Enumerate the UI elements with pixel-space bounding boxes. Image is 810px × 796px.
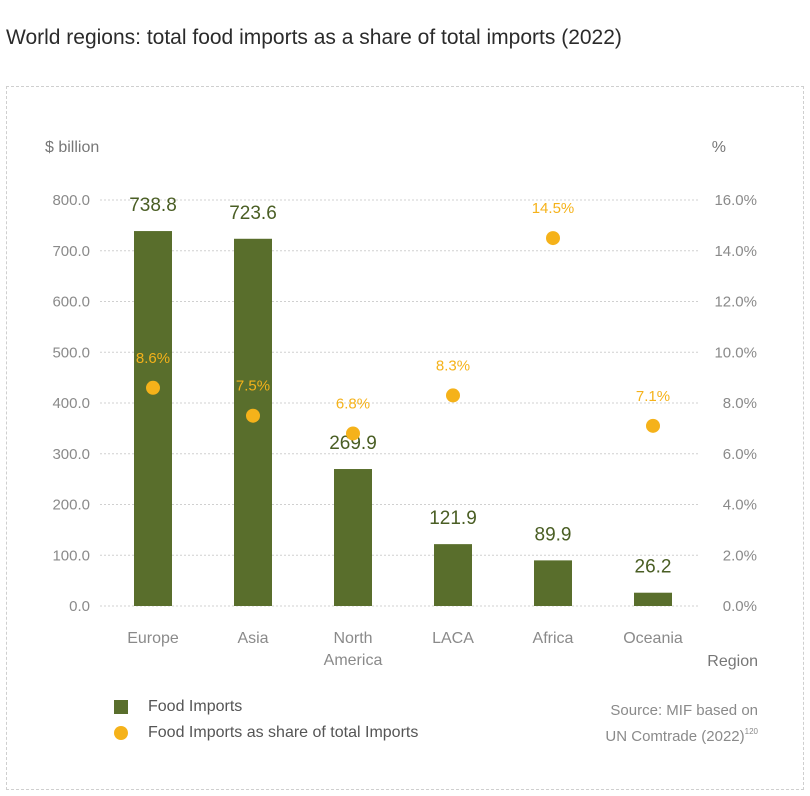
bar [434, 544, 472, 606]
y-right-tick-label: 10.0% [714, 344, 757, 361]
y-left-tick-label: 200.0 [52, 497, 90, 514]
bar-value-label: 723.6 [229, 203, 277, 224]
x-tick-label: Oceania [623, 630, 683, 647]
bar-value-label: 89.9 [535, 524, 572, 545]
y-left-tick-label: 700.0 [52, 243, 90, 260]
share-value-label: 8.6% [136, 350, 170, 367]
y-left-tick-label: 500.0 [52, 344, 90, 361]
share-value-label: 7.1% [636, 388, 670, 405]
bar-value-label: 121.9 [429, 508, 477, 529]
x-tick-label: Asia [237, 630, 268, 647]
chart-svg: 0.0 100.0 200.0 300.0 400.0 500.0 600.0 700.0 80… [45, 139, 758, 670]
y-right-tick-label: 2.0% [723, 547, 757, 564]
source-note: Source: MIF based on UN Comtrade (2022)1… [605, 700, 758, 747]
bar-value-label: 269.9 [329, 433, 377, 454]
y-left-tick-label: 0.0 [69, 598, 90, 615]
share-dot [446, 388, 460, 403]
chart-frame [6, 86, 804, 790]
share-dot [246, 408, 260, 423]
y-right-tick-label: 12.0% [714, 294, 757, 311]
y-left-axis-label: $ billion [45, 139, 99, 156]
bar-value-label: 26.2 [635, 557, 672, 578]
share-value-label: 14.5% [532, 200, 575, 217]
x-tick-label: America [324, 652, 383, 669]
legend-swatch-dot [114, 726, 128, 740]
bar-value-label: 738.8 [129, 195, 177, 216]
legend-label-food-imports: Food Imports [148, 698, 243, 715]
share-dot [346, 426, 360, 441]
bar [334, 469, 372, 606]
bar [634, 592, 672, 606]
source-ref: 120 [744, 727, 758, 736]
x-tick-label: Africa [533, 630, 574, 647]
y-right-tick-label: 16.0% [714, 192, 757, 209]
share-value-label: 6.8% [336, 395, 370, 412]
bar [534, 560, 572, 606]
y-right-tick-label: 0.0% [723, 598, 757, 615]
y-right-tick-label: 14.0% [714, 243, 757, 260]
legend-item-food-imports: Food Imports [114, 694, 418, 720]
share-value-label: 8.3% [436, 357, 470, 374]
bar [134, 231, 172, 606]
x-tick-label: Europe [127, 630, 179, 647]
share-dot [546, 231, 560, 246]
share-dot [646, 418, 660, 433]
y-left-tick-label: 600.0 [52, 294, 90, 311]
source-line-1: Source: MIF based on [610, 702, 758, 719]
y-right-tick-label: 6.0% [723, 446, 757, 463]
chart-title: World regions: total food imports as a s… [6, 26, 622, 49]
y-right-tick-label: 8.0% [723, 395, 757, 412]
y-left-tick-label: 800.0 [52, 192, 90, 209]
x-tick-label: North [333, 630, 372, 647]
x-tick-label: LACA [432, 630, 474, 647]
y-left-tick-label: 100.0 [52, 547, 90, 564]
source-line-2-text: UN Comtrade (2022) [605, 728, 745, 745]
legend-label-share: Food Imports as share of total Imports [148, 724, 419, 741]
y-left-tick-label: 400.0 [52, 395, 90, 412]
y-right-tick-label: 4.0% [723, 497, 757, 514]
y-left-tick-label: 300.0 [52, 446, 90, 463]
x-axis-label: Region [707, 653, 758, 670]
legend-swatch-bar [114, 700, 128, 714]
share-value-label: 7.5% [236, 378, 270, 395]
share-dot [146, 380, 160, 395]
legend: Food Imports Food Imports as share of to… [114, 694, 418, 746]
y-right-axis-label: % [712, 139, 726, 156]
legend-item-share: Food Imports as share of total Imports [114, 720, 418, 746]
source-line-2: UN Comtrade (2022)120 [605, 721, 758, 747]
